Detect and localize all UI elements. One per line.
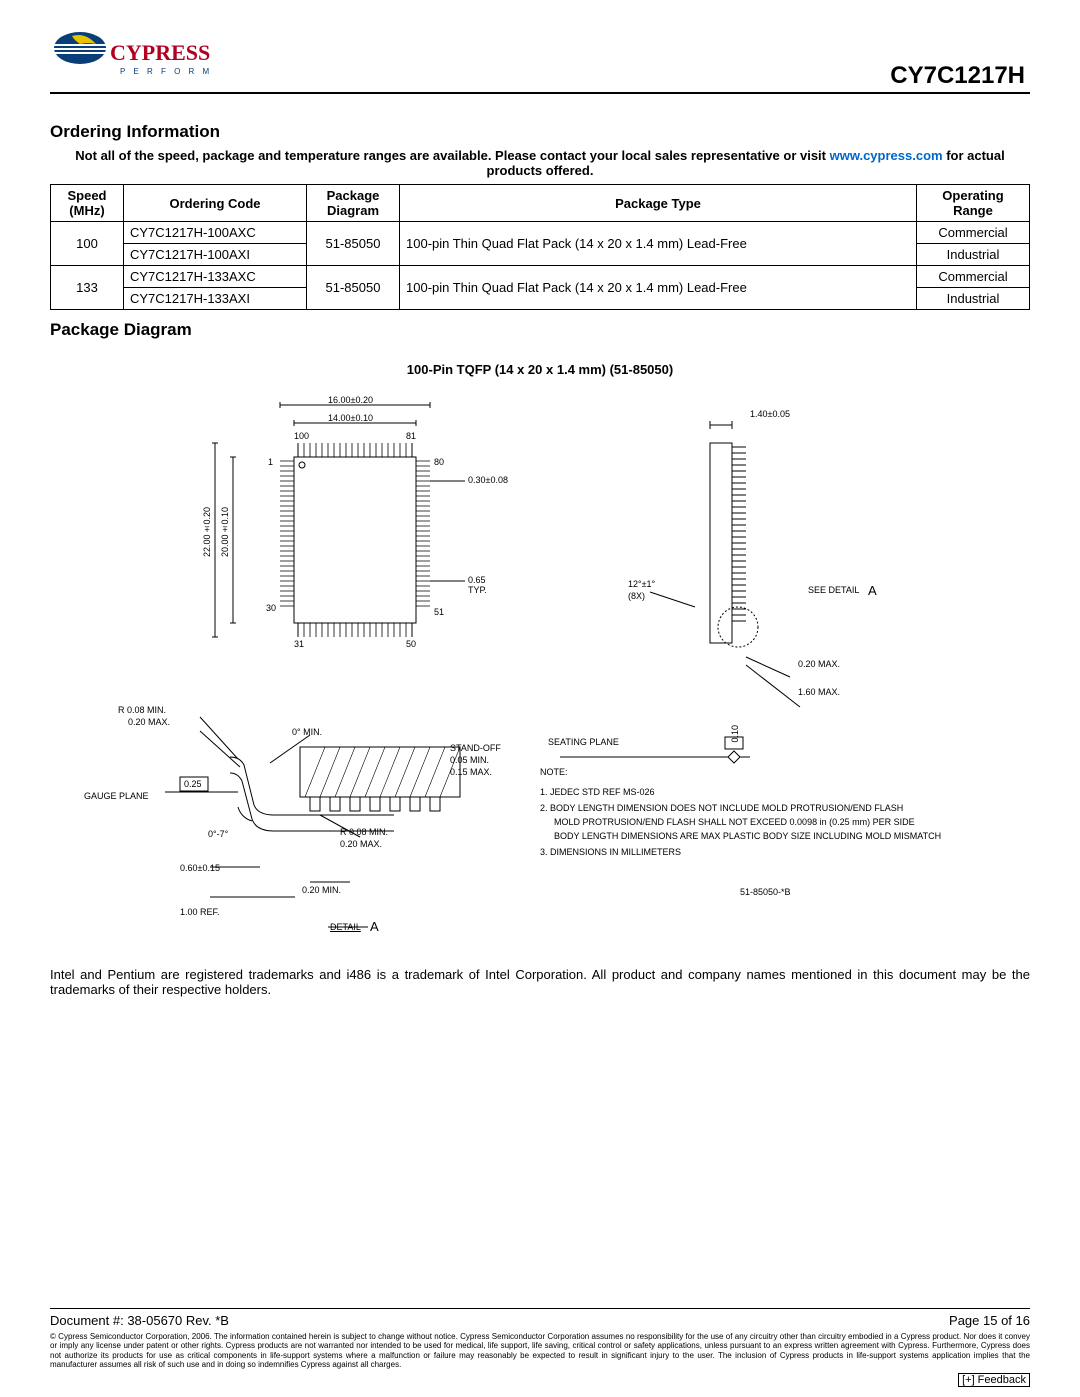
d010: 0.10 <box>730 725 740 743</box>
note2c: BODY LENGTH DIMENSIONS ARE MAX PLASTIC B… <box>554 831 941 841</box>
cell-speed: 133 <box>51 266 124 310</box>
gauge: GAUGE PLANE <box>84 791 149 801</box>
cell-code: CY7C1217H-100AXC <box>124 222 307 244</box>
cell-range: Commercial <box>917 222 1030 244</box>
table-row: 100 CY7C1217H-100AXC 51-85050 100-pin Th… <box>51 222 1030 244</box>
pin50: 50 <box>406 639 416 649</box>
page: CYPRESS P E R F O R M CY7C1217H Ordering… <box>0 0 1080 1397</box>
standoff: STAND-OFF <box>450 743 501 753</box>
dim-16: 16.00±0.20 <box>328 395 373 405</box>
r008min: R 0.08 MIN. <box>118 705 166 715</box>
note-title: NOTE: <box>540 767 568 777</box>
typ: TYP. <box>468 585 487 595</box>
pin30: 30 <box>266 603 276 613</box>
page-number: Page 15 of 16 <box>949 1313 1030 1328</box>
cell-type: 100-pin Thin Quad Flat Pack (14 x 20 x 1… <box>400 222 917 266</box>
part-number: CY7C1217H <box>890 62 1030 90</box>
d100ref: 1.00 REF. <box>180 907 220 917</box>
d020min: 0.20 MIN. <box>302 885 341 895</box>
d025: 0.25 <box>184 779 202 789</box>
cell-range: Industrial <box>917 288 1030 310</box>
seating: SEATING PLANE <box>548 737 619 747</box>
d0min: 0° MIN. <box>292 727 322 737</box>
d8x: (8X) <box>628 591 645 601</box>
package-diagram: 16.00±0.20 14.00±0.10 22.00±0.20 20.00±0… <box>50 387 1030 947</box>
cell-type: 100-pin Thin Quad Flat Pack (14 x 20 x 1… <box>400 266 917 310</box>
cell-code: CY7C1217H-133AXC <box>124 266 307 288</box>
ordering-table: Speed (MHz) Ordering Code Package Diagra… <box>50 184 1030 310</box>
ordering-title: Ordering Information <box>50 122 1030 142</box>
pin31: 31 <box>294 639 304 649</box>
pin1: 1 <box>268 457 273 467</box>
doc-number: Document #: 38-05670 Rev. *B <box>50 1313 229 1328</box>
standoff3: 0.15 MAX. <box>450 767 492 777</box>
cell-range: Commercial <box>917 266 1030 288</box>
trademark-note: Intel and Pentium are registered tradema… <box>50 967 1030 997</box>
ordering-note: Not all of the speed, package and temper… <box>50 148 1030 178</box>
fineprint: © Cypress Semiconductor Corporation, 200… <box>50 1332 1030 1369</box>
d065: 0.65 <box>468 575 486 585</box>
dim-22v: 22.00±0.20 <box>202 507 212 557</box>
header: CYPRESS P E R F O R M CY7C1217H <box>50 30 1030 94</box>
cell-range: Industrial <box>917 244 1030 266</box>
pin51: 51 <box>434 607 444 617</box>
svg-text:P E R F O R M: P E R F O R M <box>120 67 212 76</box>
rev: 51-85050-*B <box>740 887 791 897</box>
feedback-button[interactable]: [+] Feedback <box>958 1373 1030 1387</box>
see-detail-a: A <box>868 583 877 598</box>
cypress-logo-icon: CYPRESS P E R F O R M <box>50 30 230 90</box>
cypress-link[interactable]: www.cypress.com <box>830 148 943 163</box>
d020max: 0.20 MAX. <box>798 659 840 669</box>
standoff2: 0.05 MIN. <box>450 755 489 765</box>
footer: Document #: 38-05670 Rev. *B Page 15 of … <box>50 1308 1030 1328</box>
dim-14: 14.00±0.10 <box>328 413 373 423</box>
cell-pkg: 51-85050 <box>307 266 400 310</box>
cell-pkg: 51-85050 <box>307 222 400 266</box>
d0-7: 0°-7° <box>208 829 228 839</box>
pin80: 80 <box>434 457 444 467</box>
d030: 0.30±0.08 <box>468 475 508 485</box>
note1: 1. JEDEC STD REF MS-026 <box>540 787 655 797</box>
cell-code: CY7C1217H-133AXI <box>124 288 307 310</box>
dim-20v: 20.00±0.10 <box>220 507 230 557</box>
table-row: 133 CY7C1217H-133AXC 51-85050 100-pin Th… <box>51 266 1030 288</box>
r008min-b: R 0.08 MIN. <box>340 827 388 837</box>
detail-word: DETAIL <box>330 922 361 932</box>
feedback-row: [+] Feedback <box>50 1371 1030 1387</box>
detail-a: A <box>370 919 379 934</box>
package-subtitle: 100-Pin TQFP (14 x 20 x 1.4 mm) (51-8505… <box>50 362 1030 377</box>
svg-text:CYPRESS: CYPRESS <box>110 40 210 65</box>
cell-speed: 100 <box>51 222 124 266</box>
th-range: Operating Range <box>917 185 1030 222</box>
note3: 3. DIMENSIONS IN MILLIMETERS <box>540 847 681 857</box>
th-pkg: Package Diagram <box>307 185 400 222</box>
logo: CYPRESS P E R F O R M <box>50 30 230 90</box>
ordering-note-pre: Not all of the speed, package and temper… <box>75 148 829 163</box>
note2b: MOLD PROTRUSION/END FLASH SHALL NOT EXCE… <box>554 817 915 827</box>
d060: 0.60±0.15 <box>180 863 220 873</box>
d020max-c: 0.20 MAX. <box>340 839 382 849</box>
pin100: 100 <box>294 431 309 441</box>
see-detail: SEE DETAIL <box>808 585 859 595</box>
table-header-row: Speed (MHz) Ordering Code Package Diagra… <box>51 185 1030 222</box>
note2a: 2. BODY LENGTH DIMENSION DOES NOT INCLUD… <box>540 803 903 813</box>
d12deg: 12°±1° <box>628 579 655 589</box>
d020max-b: 0.20 MAX. <box>128 717 170 727</box>
package-title: Package Diagram <box>50 320 1030 340</box>
th-code: Ordering Code <box>124 185 307 222</box>
pin81: 81 <box>406 431 416 441</box>
cell-code: CY7C1217H-100AXI <box>124 244 307 266</box>
d140: 1.40±0.05 <box>750 409 790 419</box>
d160max: 1.60 MAX. <box>798 687 840 697</box>
th-type: Package Type <box>400 185 917 222</box>
th-speed: Speed (MHz) <box>51 185 124 222</box>
